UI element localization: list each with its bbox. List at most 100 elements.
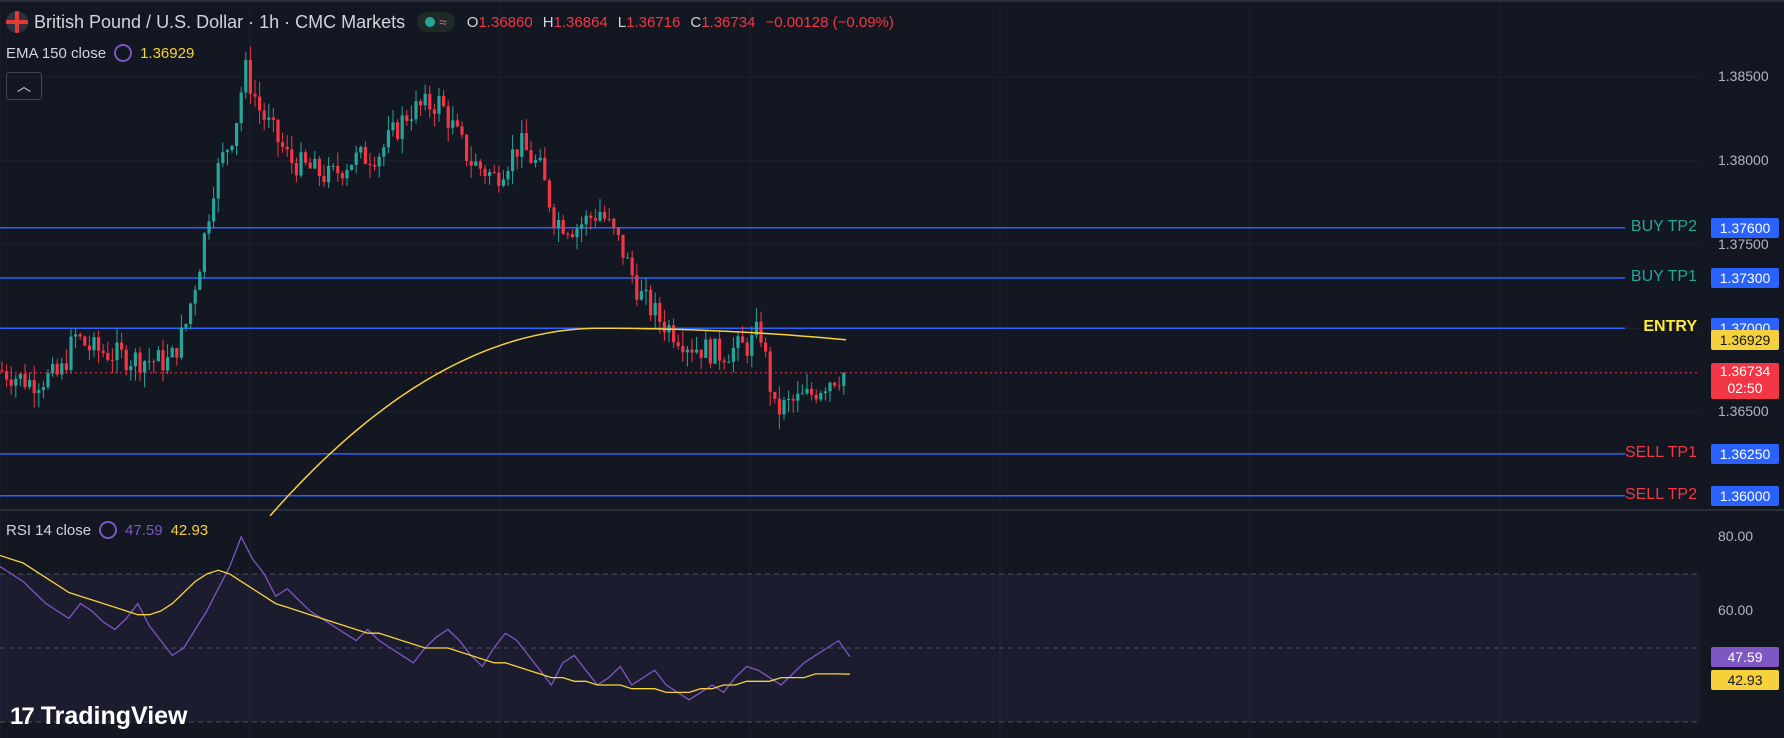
candle-body xyxy=(267,117,271,120)
candle-body xyxy=(543,157,547,181)
candle-body xyxy=(699,349,703,358)
candle-body xyxy=(110,359,114,361)
candle-body xyxy=(51,363,55,374)
candle-body xyxy=(805,388,809,394)
candle-body xyxy=(455,120,459,127)
candle-body xyxy=(184,323,188,328)
candle-body xyxy=(101,350,105,353)
candle-body xyxy=(198,271,202,290)
price-axis-tick: 1.38500 xyxy=(1718,68,1769,84)
price-axis-tick: 1.38000 xyxy=(1718,151,1769,168)
candle-body xyxy=(285,146,289,150)
candle-body xyxy=(681,346,685,353)
candle-body xyxy=(322,176,326,183)
candle-body xyxy=(570,234,574,238)
candle-body xyxy=(616,228,620,235)
candle-body xyxy=(446,106,450,128)
candle-body xyxy=(290,149,294,164)
candle-body xyxy=(451,120,455,128)
candle-body xyxy=(64,363,68,370)
close-value: 1.36734 xyxy=(701,13,756,31)
tradingview-mark-icon: 17 xyxy=(10,702,35,730)
high-value: 1.36864 xyxy=(553,13,608,31)
rsi-axis-tick: 60.00 xyxy=(1718,602,1754,618)
candle-body xyxy=(5,371,9,380)
level-price-tag[interactable]: 1.37300 xyxy=(1711,268,1779,288)
rsi-axis-tick: 80.00 xyxy=(1718,528,1754,544)
candle-body xyxy=(428,93,432,110)
candle-body xyxy=(400,115,404,139)
last-price-badge: 1.36734 02:50 xyxy=(1711,362,1779,399)
candle-body xyxy=(823,391,827,394)
candle-body xyxy=(207,221,211,234)
candle-body xyxy=(193,289,197,304)
candle-body xyxy=(561,220,565,234)
candle-body xyxy=(478,161,482,169)
candle-body xyxy=(488,172,492,176)
candle-body xyxy=(363,147,367,164)
candle-body xyxy=(828,382,832,392)
candle-body xyxy=(405,115,409,121)
candle-body xyxy=(695,349,699,353)
candle-body xyxy=(175,347,179,358)
candle-body xyxy=(262,110,266,120)
candle-body xyxy=(253,93,257,97)
candle-body xyxy=(754,321,758,336)
candle-body xyxy=(317,158,321,177)
candle-body xyxy=(87,345,91,351)
market-status-pill[interactable]: ≈ xyxy=(417,12,455,32)
wave-icon: ≈ xyxy=(439,14,447,30)
ema-legend[interactable]: EMA 150 close 1.36929 xyxy=(6,44,194,62)
price-axis-tick: 1.37500 xyxy=(1718,235,1769,252)
candle-body xyxy=(133,352,137,367)
candle-body xyxy=(41,387,45,391)
candle-body xyxy=(55,363,59,375)
candle-body xyxy=(396,122,400,139)
level-price-tag[interactable]: 1.36000 xyxy=(1711,485,1779,506)
rsi-settings-icon[interactable] xyxy=(99,521,118,539)
candle-body xyxy=(368,163,372,166)
candle-body xyxy=(32,380,36,393)
collapse-legend-button[interactable]: ︿ xyxy=(6,72,42,100)
candle-body xyxy=(557,220,561,228)
rsi-legend[interactable]: RSI 14 close 47.59 42.93 xyxy=(6,521,208,539)
candle-body xyxy=(580,224,584,229)
rsi-ma-line xyxy=(0,554,851,694)
candle-body xyxy=(304,152,308,163)
candle-body xyxy=(156,350,160,362)
candle-body xyxy=(538,157,542,161)
candle-body xyxy=(23,373,27,387)
ohlc-readout: O1.36860 H1.36864 L1.36716 C1.36734 −0.0… xyxy=(466,13,894,31)
candle-body xyxy=(14,378,18,386)
candle-body xyxy=(704,339,708,358)
tradingview-logo[interactable]: 17 TradingView xyxy=(10,702,188,731)
candle-body xyxy=(350,164,354,170)
candle-body xyxy=(787,398,791,400)
candle-body xyxy=(598,212,602,221)
level-price-tag[interactable]: 1.37600 xyxy=(1711,217,1779,238)
candle-body xyxy=(750,335,754,356)
ema-price-badge: 1.36929 xyxy=(1711,330,1779,351)
level-label-buy-tp1: BUY TP1 xyxy=(1630,268,1697,285)
candle-body xyxy=(621,234,625,258)
chevron-up-icon: ︿ xyxy=(17,78,31,94)
candle-body xyxy=(244,59,248,93)
candle-body xyxy=(345,169,349,179)
candle-body xyxy=(331,165,335,167)
candle-body xyxy=(520,133,524,157)
candle-body xyxy=(511,149,515,172)
ema-settings-icon[interactable] xyxy=(114,44,133,62)
rsi-label: RSI 14 close xyxy=(6,521,92,539)
candle-body xyxy=(419,101,423,106)
candle-body xyxy=(649,289,653,316)
candle-body xyxy=(336,165,340,174)
symbol-title[interactable]: British Pound / U.S. Dollar · 1h · CMC M… xyxy=(34,11,406,32)
candle-body xyxy=(492,172,496,174)
candle-body xyxy=(373,165,377,167)
level-price-tag[interactable]: 1.36250 xyxy=(1711,443,1779,464)
candle-body xyxy=(170,347,174,358)
last-price-value: 1.36734 xyxy=(1719,362,1771,379)
candle-body xyxy=(391,122,395,131)
candle-body xyxy=(534,160,538,163)
